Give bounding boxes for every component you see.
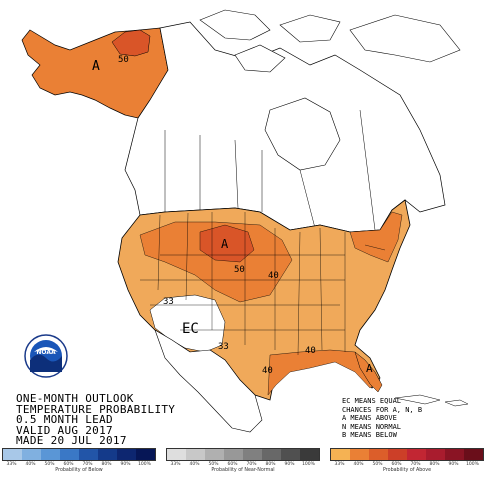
legend-below-tick: 60% xyxy=(63,462,74,467)
legend-above-tick: 90% xyxy=(448,462,459,467)
legend-normal-tick: 100% xyxy=(302,462,315,467)
legend-note-line-1: EC MEANS EQUAL xyxy=(342,397,402,405)
legend-below-swatch xyxy=(98,449,117,460)
legend-below-tick: 90% xyxy=(120,462,131,467)
legend-normal-tick: 40% xyxy=(189,462,200,467)
legend-normal-tick: 60% xyxy=(227,462,238,467)
legend-normal-swatch xyxy=(243,449,262,460)
plains-a-label: A xyxy=(221,237,229,251)
ec-label: EC xyxy=(182,321,199,337)
legend-below-caption: Probability of Below xyxy=(55,468,103,473)
canada-province-lines xyxy=(164,109,376,231)
noaa-logo-text: NOAA xyxy=(36,349,56,356)
legend-below-swatch xyxy=(117,449,136,460)
legend-above-tick: 70% xyxy=(410,462,421,467)
legend-above-swatch xyxy=(369,449,388,460)
legend-below: 33% 40% 50% 60% 70% 80% 90% 100% Probability of… xyxy=(2,448,156,473)
texas-40-label: 40 xyxy=(262,366,273,376)
legend-above-tick: 100% xyxy=(466,462,479,467)
noaa-logo: NOAA xyxy=(24,334,68,378)
legend-normal-swatch xyxy=(167,449,186,460)
legend-below-swatch xyxy=(22,449,41,460)
title-line-3: 0.5 MONTH LEAD xyxy=(16,413,113,427)
title-line-2: TEMPERATURE PROBABILITY xyxy=(16,402,176,416)
gulf-above-40-area xyxy=(267,349,381,396)
legend-normal-caption: Probability of Near-Normal xyxy=(211,468,275,473)
legend-below-tick: 80% xyxy=(101,462,112,467)
legend-normal-swatch xyxy=(300,449,319,460)
legend-explanation: EC MEANS EQUAL CHANCES FOR A, N, B A MEA… xyxy=(342,397,422,440)
legend-normal-tick: 70% xyxy=(246,462,257,467)
legend-below-ticks: 33% 40% 50% 60% 70% 80% 90% 100% xyxy=(2,462,156,467)
florida-a-label: A xyxy=(366,362,373,375)
legend-above-swatch xyxy=(464,449,483,460)
legend-below-tick: 33% xyxy=(6,462,17,467)
plains-40-label: 40 xyxy=(268,271,279,281)
alaska-a-label: A xyxy=(92,59,100,74)
us-state-lines xyxy=(140,212,386,356)
legend-normal-ticks: 33% 40% 50% 60% 70% 80% 90% 100% xyxy=(166,462,320,467)
legend-below-swatch xyxy=(60,449,79,460)
legend-above-swatch xyxy=(388,449,407,460)
legend-above-swatch xyxy=(331,449,350,460)
legend-note-line-5: B MEANS BELOW xyxy=(342,431,397,439)
legend-normal-bar xyxy=(166,448,320,461)
legend-above-swatch xyxy=(350,449,369,460)
legend-normal-swatch xyxy=(224,449,243,460)
mexico-landmass xyxy=(154,329,263,433)
legend-above-tick: 40% xyxy=(353,462,364,467)
legend-below-swatch xyxy=(136,449,155,460)
legend-above-swatch xyxy=(445,449,464,460)
legend-normal-tick: 90% xyxy=(284,462,295,467)
legend-above-tick: 80% xyxy=(429,462,440,467)
legend-normal-tick: 50% xyxy=(208,462,219,467)
legend-below-swatch xyxy=(41,449,60,460)
alaska-above-50-area xyxy=(111,29,151,57)
legend-above-caption: Probability of Above xyxy=(382,468,432,473)
legend-below-tick: 70% xyxy=(82,462,93,467)
legend-above-swatch xyxy=(407,449,426,460)
plains-above-40-area xyxy=(139,221,293,303)
title-line-1: ONE-MONTH OUTLOOK xyxy=(16,392,134,405)
title-line-5: MADE 20 JUL 2017 xyxy=(16,434,127,448)
northeast-above-40-area xyxy=(349,211,403,263)
legend-note-line-2: CHANCES FOR A, N, B xyxy=(342,405,423,414)
legend-above-bar xyxy=(330,448,484,461)
legend-note-line-4: N MEANS NORMAL xyxy=(342,422,402,431)
hudson-bay xyxy=(264,97,341,171)
north-america-map: A 50 A 50 40 33 33 EC 40 40 A xyxy=(21,9,469,433)
legend-normal-tick: 80% xyxy=(265,462,276,467)
caribbean-islands xyxy=(394,394,469,407)
legend-above: 33% 40% 50% 60% 70% 80% 90% 100% Probability of… xyxy=(330,448,484,473)
alaska-50-label: 50 xyxy=(118,55,129,65)
legend-normal-swatch xyxy=(281,449,300,460)
plains-above-50-area xyxy=(199,224,255,263)
legend-normal-tick: 33% xyxy=(170,462,181,467)
outlook-title-block: ONE-MONTH OUTLOOK TEMPERATURE PROBABILIT… xyxy=(16,392,176,448)
legend-normal: 33% 40% 50% 60% 70% 80% 90% 100% Probability of… xyxy=(166,448,320,473)
legend-above-tick: 50% xyxy=(372,462,383,467)
legend-normal-swatch xyxy=(205,449,224,460)
legend-below-tick: 100% xyxy=(138,462,151,467)
legend-below-tick: 50% xyxy=(44,462,55,467)
legend-above-tick: 60% xyxy=(391,462,402,467)
arctic-islands xyxy=(199,9,461,73)
west-33-label: 33 xyxy=(163,297,174,307)
gulf-40-label: 40 xyxy=(305,346,316,356)
legend-above-swatch xyxy=(426,449,445,460)
legend-below-swatch xyxy=(3,449,22,460)
southwest-33-label: 33 xyxy=(218,342,229,352)
legend-below-swatch xyxy=(79,449,98,460)
plains-50-label: 50 xyxy=(234,265,245,275)
legend-above-tick: 33% xyxy=(334,462,345,467)
legend-normal-swatch xyxy=(262,449,281,460)
florida-peninsula xyxy=(354,351,383,393)
legend-below-bar xyxy=(2,448,156,461)
title-line-4: VALID AUG 2017 xyxy=(16,423,113,437)
legend-note-line-3: A MEANS ABOVE xyxy=(342,414,397,422)
legend-below-tick: 40% xyxy=(25,462,36,467)
legend-normal-swatch xyxy=(186,449,205,460)
legend-above-ticks: 33% 40% 50% 60% 70% 80% 90% 100% xyxy=(330,462,484,467)
